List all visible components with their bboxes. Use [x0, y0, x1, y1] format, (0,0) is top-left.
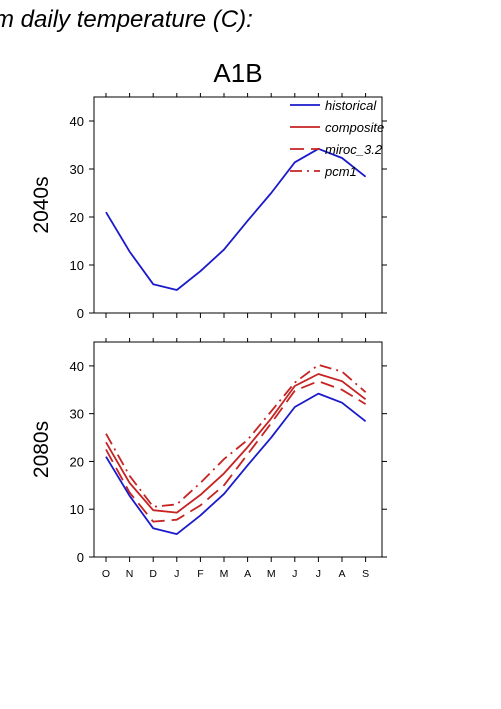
y-tick-label: 40 — [70, 114, 84, 129]
x-tick-label: M — [267, 568, 276, 580]
legend: historical composite miroc_3.2 pcm1 — [290, 98, 384, 179]
y-tick-label: 10 — [70, 502, 84, 517]
panels: 0 10 20 30 40 2040s historical composite miroc_3… — [30, 93, 387, 580]
scenario-title: A1B — [213, 58, 262, 88]
series-line-miroc-3-2 — [105, 380, 367, 523]
y-tick-label: 0 — [77, 550, 84, 565]
legend-label: miroc_3.2 — [325, 142, 383, 157]
x-tick-label: D — [149, 568, 157, 580]
legend-label: historical — [325, 98, 377, 113]
legend-label: composite — [325, 120, 384, 135]
row-label: 2040s — [30, 176, 53, 233]
panel-2040s: 0 10 20 30 40 2040s historical composite miroc_3… — [30, 93, 387, 321]
series-line-pcm1 — [105, 363, 367, 508]
x-tick-label: O — [102, 568, 110, 580]
x-tick-label: A — [338, 568, 345, 580]
x-tick-label: S — [362, 568, 369, 580]
x-tick-label: F — [197, 568, 203, 580]
x-tick-label: A — [244, 568, 251, 580]
series-line-historical — [105, 147, 367, 291]
y-tick-label: 30 — [70, 162, 84, 177]
y-tick-label: 10 — [70, 258, 84, 273]
y-tick-label: 40 — [70, 359, 84, 374]
series-line-historical — [105, 392, 367, 535]
supertitle: m daily temperature (C): — [0, 6, 253, 33]
legend-label: pcm1 — [324, 164, 357, 179]
plot-frame — [93, 96, 383, 314]
y-tick-label: 0 — [77, 306, 84, 321]
y-tick-label: 20 — [70, 454, 84, 469]
y-tick-label: 20 — [70, 210, 84, 225]
x-tick-label: J — [174, 568, 179, 580]
plot-frame — [93, 341, 383, 558]
x-tick-label: J — [292, 568, 297, 580]
series-line-composite — [105, 373, 367, 514]
panel-2080s: 0 10 20 30 40 O N D J F M A M J J A S 2080s — [30, 338, 387, 580]
x-tick-label: M — [220, 568, 229, 580]
x-tick-label: N — [126, 568, 134, 580]
row-label: 2080s — [30, 421, 53, 478]
x-tick-label: J — [316, 568, 321, 580]
y-tick-label: 30 — [70, 407, 84, 422]
